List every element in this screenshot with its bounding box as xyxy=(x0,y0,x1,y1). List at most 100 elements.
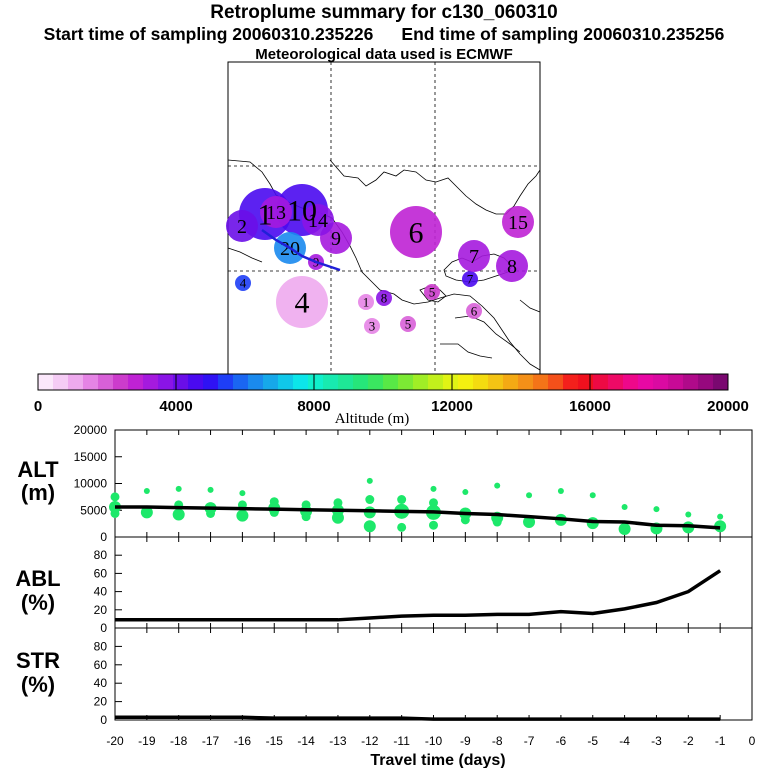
colorbar-cell xyxy=(173,374,189,390)
x-tick-label: -10 xyxy=(425,734,443,748)
x-tick-label: -13 xyxy=(329,734,347,748)
abl-label: ABL xyxy=(15,566,60,591)
abl-unit: (%) xyxy=(21,590,55,615)
plume-marker xyxy=(226,210,258,242)
colorbar-cell xyxy=(623,374,639,390)
time-series-panels: 0 5000 10000 15000 20000 0 20 40 60 80 0 20 40 60 80 -2… xyxy=(15,423,755,768)
colorbar-cell xyxy=(248,374,264,390)
plume-marker xyxy=(276,276,328,328)
colorbar-cell xyxy=(518,374,534,390)
colorbar-cell xyxy=(128,374,144,390)
altitude-point xyxy=(460,515,470,525)
colorbar-cell xyxy=(278,374,294,390)
plume-marker xyxy=(364,318,380,334)
plume-marker-label: 5 xyxy=(429,285,436,300)
sampling-times: Start time of sampling 20060310.235226 En… xyxy=(0,24,768,45)
plume-marker-label: 8 xyxy=(381,291,388,306)
altitude-point xyxy=(175,485,182,492)
colorbar-cell xyxy=(653,374,669,390)
y-tick-label: 60 xyxy=(94,566,108,580)
str-label: STR xyxy=(16,648,60,673)
y-tick-label: 80 xyxy=(94,548,108,562)
plume-marker-label: 8 xyxy=(507,256,517,278)
colorbar-cell xyxy=(158,374,174,390)
altitude-point xyxy=(172,508,185,521)
str-unit: (%) xyxy=(21,672,55,697)
plume-marker xyxy=(260,196,292,228)
plume-marker xyxy=(496,250,528,282)
altitude-point xyxy=(397,495,407,505)
plume-marker xyxy=(302,204,334,236)
altitude-point xyxy=(236,509,249,522)
colorbar-cell xyxy=(698,374,714,390)
y-tick-label: 80 xyxy=(94,639,108,653)
altitude-point xyxy=(462,489,469,496)
altitude-point xyxy=(430,485,437,492)
coastline-path xyxy=(329,159,541,215)
altitude-point xyxy=(397,522,407,532)
y-tick-label: 15000 xyxy=(74,450,108,464)
plume-marker-label: 15 xyxy=(508,212,528,234)
altitude-point xyxy=(589,492,596,499)
y-tick-label: 0 xyxy=(100,530,107,544)
colorbar-cell xyxy=(218,374,234,390)
colorbar-cell xyxy=(338,374,354,390)
colorbar-cell xyxy=(413,374,429,390)
y-tick-label: 20 xyxy=(94,695,108,709)
coastline-path xyxy=(519,299,541,313)
colorbar-cell xyxy=(398,374,414,390)
plume-marker xyxy=(358,294,374,310)
altitude-point xyxy=(429,520,438,530)
x-tick-label: -7 xyxy=(524,734,535,748)
altitude-point xyxy=(492,517,502,527)
altitude-point xyxy=(523,516,536,529)
colorbar-cell xyxy=(383,374,399,390)
series-line xyxy=(115,569,722,622)
coastline-path xyxy=(440,343,493,359)
plume-marker xyxy=(400,316,416,332)
altitude-point xyxy=(331,511,344,524)
plume-marker-label: 2 xyxy=(237,216,247,238)
x-tick-label: -15 xyxy=(266,734,284,748)
plume-marker xyxy=(458,240,490,272)
plume-marker-label: 1 xyxy=(258,199,273,232)
x-tick-label: -17 xyxy=(202,734,220,748)
colorbar-cell xyxy=(668,374,684,390)
plume-marker xyxy=(235,275,251,291)
met-data-label: Meteorological data used is ECMWF xyxy=(255,46,513,63)
colorbar-cell xyxy=(188,374,204,390)
altitude-point xyxy=(557,487,564,494)
end-time-label: End time of sampling 20060310.235256 xyxy=(401,24,725,44)
alt-label: ALT xyxy=(17,457,59,482)
colorbar-cell xyxy=(563,374,579,390)
y-tick-label: 0 xyxy=(100,621,107,635)
colorbar-cell xyxy=(473,374,489,390)
colorbar-cell xyxy=(263,374,279,390)
altitude-point xyxy=(526,492,533,499)
colorbar-tick-label: 20000 xyxy=(707,398,749,415)
colorbar-cell xyxy=(203,374,219,390)
colorbar-tick-label: 12000 xyxy=(431,398,473,415)
altitude-scatter xyxy=(109,477,727,535)
altitude-point xyxy=(494,482,501,489)
plume-marker xyxy=(466,303,482,319)
colorbar-cell xyxy=(608,374,624,390)
altitude-point xyxy=(717,513,724,520)
start-time-label: Start time of sampling 20060310.235226 xyxy=(43,24,374,44)
plume-marker-label: 14 xyxy=(308,210,328,232)
colorbar-cell xyxy=(113,374,129,390)
colorbar-cell xyxy=(308,374,324,390)
plume-marker-label: 1 xyxy=(363,295,370,310)
y-tick-label: 40 xyxy=(94,676,108,690)
x-axis-title: Travel time (days) xyxy=(370,752,505,768)
altitude-point xyxy=(140,506,153,519)
altitude-point xyxy=(618,522,631,535)
x-tick-label: 0 xyxy=(749,734,756,748)
plume-marker-label: 13 xyxy=(266,202,286,224)
colorbar-cell xyxy=(368,374,384,390)
plume-marker xyxy=(390,206,442,258)
x-tick-label: -18 xyxy=(170,734,188,748)
plume-centroid-path xyxy=(261,228,341,272)
colorbar-cell xyxy=(323,374,339,390)
